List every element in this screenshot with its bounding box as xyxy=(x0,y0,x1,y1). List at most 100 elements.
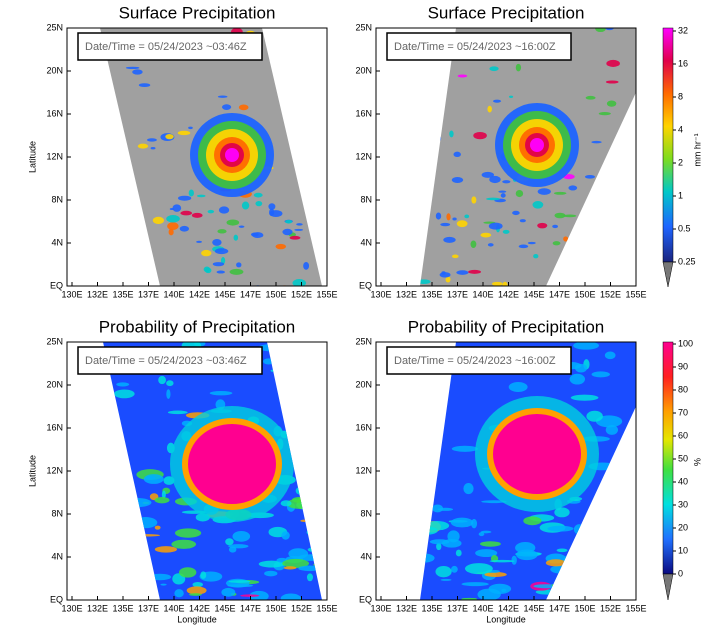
rain-cell xyxy=(112,254,125,262)
rain-cell xyxy=(87,177,94,183)
rain-cell xyxy=(583,266,591,268)
rain-cell xyxy=(592,585,615,588)
rain-cell xyxy=(449,130,453,137)
x-tick-label: 145E xyxy=(523,289,544,299)
x-tick-label: 147E xyxy=(240,603,261,613)
rain-cell xyxy=(480,541,501,547)
rain-cell xyxy=(311,199,317,204)
x-tick-label: 155E xyxy=(316,603,337,613)
rain-cell xyxy=(298,566,320,572)
rain-cell xyxy=(465,563,493,574)
rain-cell xyxy=(592,371,610,377)
rain-cell xyxy=(109,595,127,597)
y-tick-label: 20N xyxy=(46,379,63,389)
colorbar-tick-label: 0 xyxy=(678,568,683,578)
x-tick-label: 137E xyxy=(447,603,468,613)
rain-cell xyxy=(81,541,94,553)
rain-cell xyxy=(624,458,628,464)
rain-cell xyxy=(115,252,128,259)
rain-cell xyxy=(171,540,196,549)
y-axis-label: Latitude xyxy=(27,141,37,173)
x-tick-label: 130E xyxy=(370,603,391,613)
rain-cell xyxy=(397,554,422,563)
rain-cell xyxy=(390,439,404,445)
rain-cell xyxy=(118,560,129,567)
x-tick-label: 140E xyxy=(163,603,184,613)
rain-cell xyxy=(153,217,164,224)
rain-cell xyxy=(451,518,474,528)
colorbar-unit: % xyxy=(692,458,702,466)
rain-cell xyxy=(412,501,433,505)
rain-cell xyxy=(232,531,250,542)
y-tick-label: EQ xyxy=(359,594,372,604)
rain-cell xyxy=(489,584,512,594)
rain-cell xyxy=(281,531,289,539)
rain-cell xyxy=(308,547,323,552)
y-tick-label: 16N xyxy=(355,422,372,432)
rain-cell xyxy=(311,177,322,183)
rain-cell xyxy=(585,175,595,179)
rain-cell xyxy=(593,265,597,270)
rain-cell xyxy=(533,584,560,588)
rain-cell xyxy=(387,495,413,501)
x-tick-label: 140E xyxy=(163,289,184,299)
y-tick-label: 16N xyxy=(46,108,63,118)
x-tick-label: 140E xyxy=(472,603,493,613)
rain-cell xyxy=(617,503,629,512)
rain-cell xyxy=(196,241,202,243)
rain-cell xyxy=(404,466,418,472)
rain-cell xyxy=(175,528,201,537)
x-tick-label: 147E xyxy=(549,603,570,613)
rain-cell xyxy=(552,583,569,587)
x-tick-label: 150E xyxy=(574,603,595,613)
panel-title: Surface Precipitation xyxy=(428,3,585,22)
rain-cell xyxy=(563,236,568,241)
rain-cell xyxy=(239,105,249,111)
rain-cell xyxy=(151,147,156,149)
y-tick-label: 4N xyxy=(360,237,372,247)
rain-cell xyxy=(116,382,129,386)
rain-cell xyxy=(281,594,301,604)
rain-cell xyxy=(103,232,113,235)
rain-cell xyxy=(319,194,332,200)
rain-cell xyxy=(612,515,637,523)
rain-cell xyxy=(616,447,641,457)
rain-cell xyxy=(550,565,570,573)
colorbar-tick-label: 10 xyxy=(678,545,688,555)
rain-cell xyxy=(192,582,203,587)
rain-cell xyxy=(284,566,297,569)
rain-cell xyxy=(438,508,453,511)
rain-cell xyxy=(479,532,485,536)
rain-cell xyxy=(87,210,98,217)
rain-cell xyxy=(240,594,259,597)
rain-cell xyxy=(122,221,134,225)
y-tick-label: 25N xyxy=(355,22,372,32)
rain-cell xyxy=(512,556,517,565)
x-tick-label: 132E xyxy=(87,603,108,613)
rain-cell xyxy=(608,568,624,575)
rain-cell xyxy=(168,411,188,415)
rain-cell xyxy=(613,490,625,495)
rain-cell xyxy=(571,395,599,401)
y-tick-label: 25N xyxy=(355,336,372,346)
rain-cell xyxy=(415,203,428,205)
colorbar-tick-label: 50 xyxy=(678,453,688,463)
rain-cell xyxy=(178,196,191,201)
rain-cell xyxy=(516,550,538,561)
rain-cell xyxy=(606,425,618,435)
rain-cell xyxy=(415,526,438,534)
y-tick-label: EQ xyxy=(50,594,63,604)
rain-cell xyxy=(101,187,108,192)
rain-cell xyxy=(557,576,564,587)
rain-cell xyxy=(133,502,138,507)
rain-cell xyxy=(210,391,233,395)
rain-cell xyxy=(285,220,292,224)
colorbar-tick-label: 16 xyxy=(678,58,688,68)
panel-title: Probability of Precipitation xyxy=(408,317,605,336)
colorbar-extend xyxy=(663,262,673,287)
rain-cell xyxy=(289,434,315,442)
date-time: Date/Time = 05/24/2023 ~16:00Z xyxy=(394,41,556,53)
rain-cell xyxy=(528,242,536,244)
y-tick-label: 4N xyxy=(51,237,63,247)
rain-cell xyxy=(413,103,419,109)
